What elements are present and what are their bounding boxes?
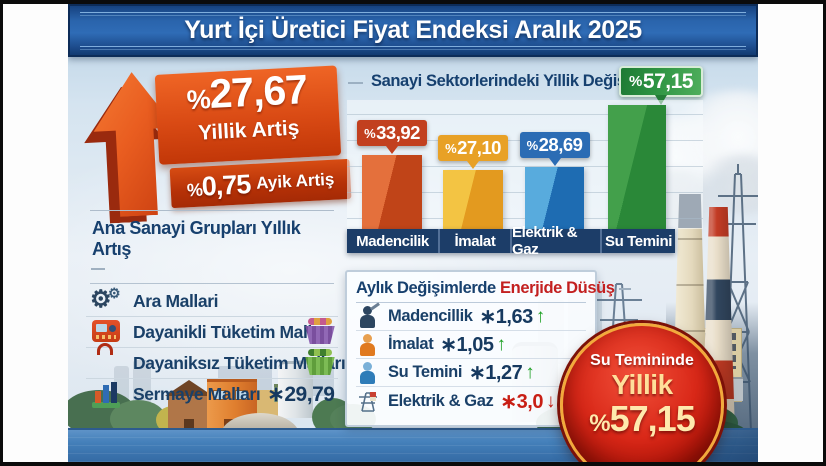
trend-arrow-icon: ↑ (525, 362, 535, 383)
axis-label-Madencilik: Madencilik (356, 232, 429, 250)
appliance-icon (90, 319, 124, 345)
monthly-row: İmalat ∗1,05 ↑ (356, 331, 586, 359)
dash-decoration (91, 267, 105, 270)
monthly-row: Madencillik ∗1,63 ↑ (356, 301, 586, 331)
monthly-panel-title: Aylık Değişimlerde Enerjide Düsüş (356, 279, 631, 298)
divider (90, 210, 334, 211)
dash-decoration (348, 82, 363, 84)
monthly-row-label: Madencillik (388, 307, 473, 325)
circle-badge-line2: Yillik (611, 369, 673, 400)
divider (90, 283, 334, 284)
worker-icon (356, 333, 380, 357)
bar-Madencilik (362, 155, 422, 229)
monthly-row-value: ∗1,27 (469, 362, 523, 384)
dash-decoration (618, 287, 631, 290)
monthly-row: Elektrik & Gaz ∗3,0 ↓ (356, 387, 586, 415)
list-item-label: Dayanikli Tüketim Malları (133, 321, 333, 342)
trend-arrow-icon: ↑ (535, 306, 546, 327)
storage-silo (278, 361, 313, 418)
list-item: Sermaye Malları ∗29,79 (86, 379, 338, 410)
circle-badge-line1: Su Temininde (590, 352, 694, 369)
sector-chart-header: Sanayi Sektorlerindeki Yillik Değişim % 5… (346, 66, 706, 105)
bar-İmalat (443, 170, 503, 229)
monthly-row-label: Elektrik & Gaz (388, 391, 494, 410)
axis-label-İmalat: İmalat (438, 229, 510, 253)
city-silhouette (133, 360, 151, 408)
basket-green-icon (304, 349, 336, 375)
bar-Su Temini (608, 105, 666, 229)
sector-axis: Madencilik İmalat Elektrik & Gaz Su Temini (347, 224, 675, 258)
monthly-row-label: İmalat (388, 335, 434, 353)
gridline (347, 114, 703, 115)
monthly-row-value: ∗1,63 (479, 306, 534, 328)
page-title: Yurt İçi Üretici Fiyat Endeksi Aralık 20… (184, 16, 642, 44)
headline-group: %27,67 Yillik Artiş %0,75 Ayik Artiş (74, 53, 352, 219)
basket-icon (90, 343, 124, 376)
axis-label-Elektrik & Gaz: Elektrik & Gaz (510, 224, 600, 258)
bar-value-badge: % 33,92 (357, 120, 427, 154)
main-groups-section: Ana Sanayi Grupları Yıllık Artış ⚙ ⚙ Ara … (86, 210, 346, 410)
trend-arrow-icon: ↓ (545, 390, 556, 412)
monthly-increase-label: Ayik Artiş (255, 169, 335, 193)
chart-total-badge: % 57,15 (619, 66, 703, 105)
annual-increase-value: %27,67 (185, 65, 309, 118)
axis-label-Su Temini: Su Temini (600, 229, 675, 253)
monthly-row-label: Su Temini (388, 363, 463, 381)
list-item: Dayanikli Tüketim Malları (86, 317, 338, 348)
list-item-label: Dayaniksız Tüketim Malları (133, 352, 346, 373)
bar-value-badge: % 28,69 (519, 132, 590, 166)
gridline (347, 166, 703, 167)
bar-value-badge: % 27,10 (438, 135, 508, 169)
gears-icon: ⚙ ⚙ (90, 285, 121, 313)
list-item-label: Ara Mallari (133, 290, 219, 311)
list-item: Dayaniksız Tüketim Malları (86, 343, 346, 379)
basket-purple-icon (304, 318, 336, 344)
main-groups-title: Ana Sanayi Grupları Yıllık Artış (92, 218, 301, 259)
sector-chart-title: Sanayi Sektorlerindeki Yillik Değişim (371, 72, 645, 90)
monthly-row-value: ∗1,05 (440, 334, 494, 356)
pylon-icon (356, 389, 380, 413)
list-item-label: Sermaye Malları (133, 384, 261, 404)
annual-increase-panel: %27,67 Yillik Artiş (154, 65, 342, 165)
trend-arrow-icon: ↑ (496, 334, 506, 355)
infographic-art: Yurt İçi Üretici Fiyat Endeksi Aralık 20… (68, 4, 758, 462)
title-bar: Yurt İçi Üretici Fiyat Endeksi Aralık 20… (68, 4, 758, 57)
list-item-value: ∗29,79 (267, 383, 335, 406)
divider (356, 302, 586, 303)
monthly-row: Su Temini ∗1,27 ↑ (356, 359, 586, 387)
person-icon (356, 361, 380, 385)
monthly-title-highlight: Enerjide Düsüş (500, 279, 615, 297)
list-item: ⚙ ⚙ Ara Mallari (86, 286, 338, 317)
monthly-row-value: ∗3,0 (500, 390, 543, 413)
highlight-circle-badge: Su Temininde Yillik %57,15 (560, 323, 724, 462)
bar-Elektrik & Gaz (525, 167, 584, 229)
monthly-changes-panel: Aylık Değişimlerde Enerjide Düsüş Madenc… (345, 270, 631, 427)
miner-icon (356, 301, 380, 329)
monthly-increase-panel: %0,75 Ayik Artiş (169, 158, 352, 209)
monthly-title-main: Aylık Değişimlerde (356, 279, 496, 297)
circle-badge-line3: %57,15 (589, 398, 695, 439)
bar-chart-icon (90, 381, 124, 408)
sector-plot: % 33,92 % 27,10 % 28,69 (347, 100, 703, 229)
monthly-increase-value: %0,75 (186, 168, 252, 202)
